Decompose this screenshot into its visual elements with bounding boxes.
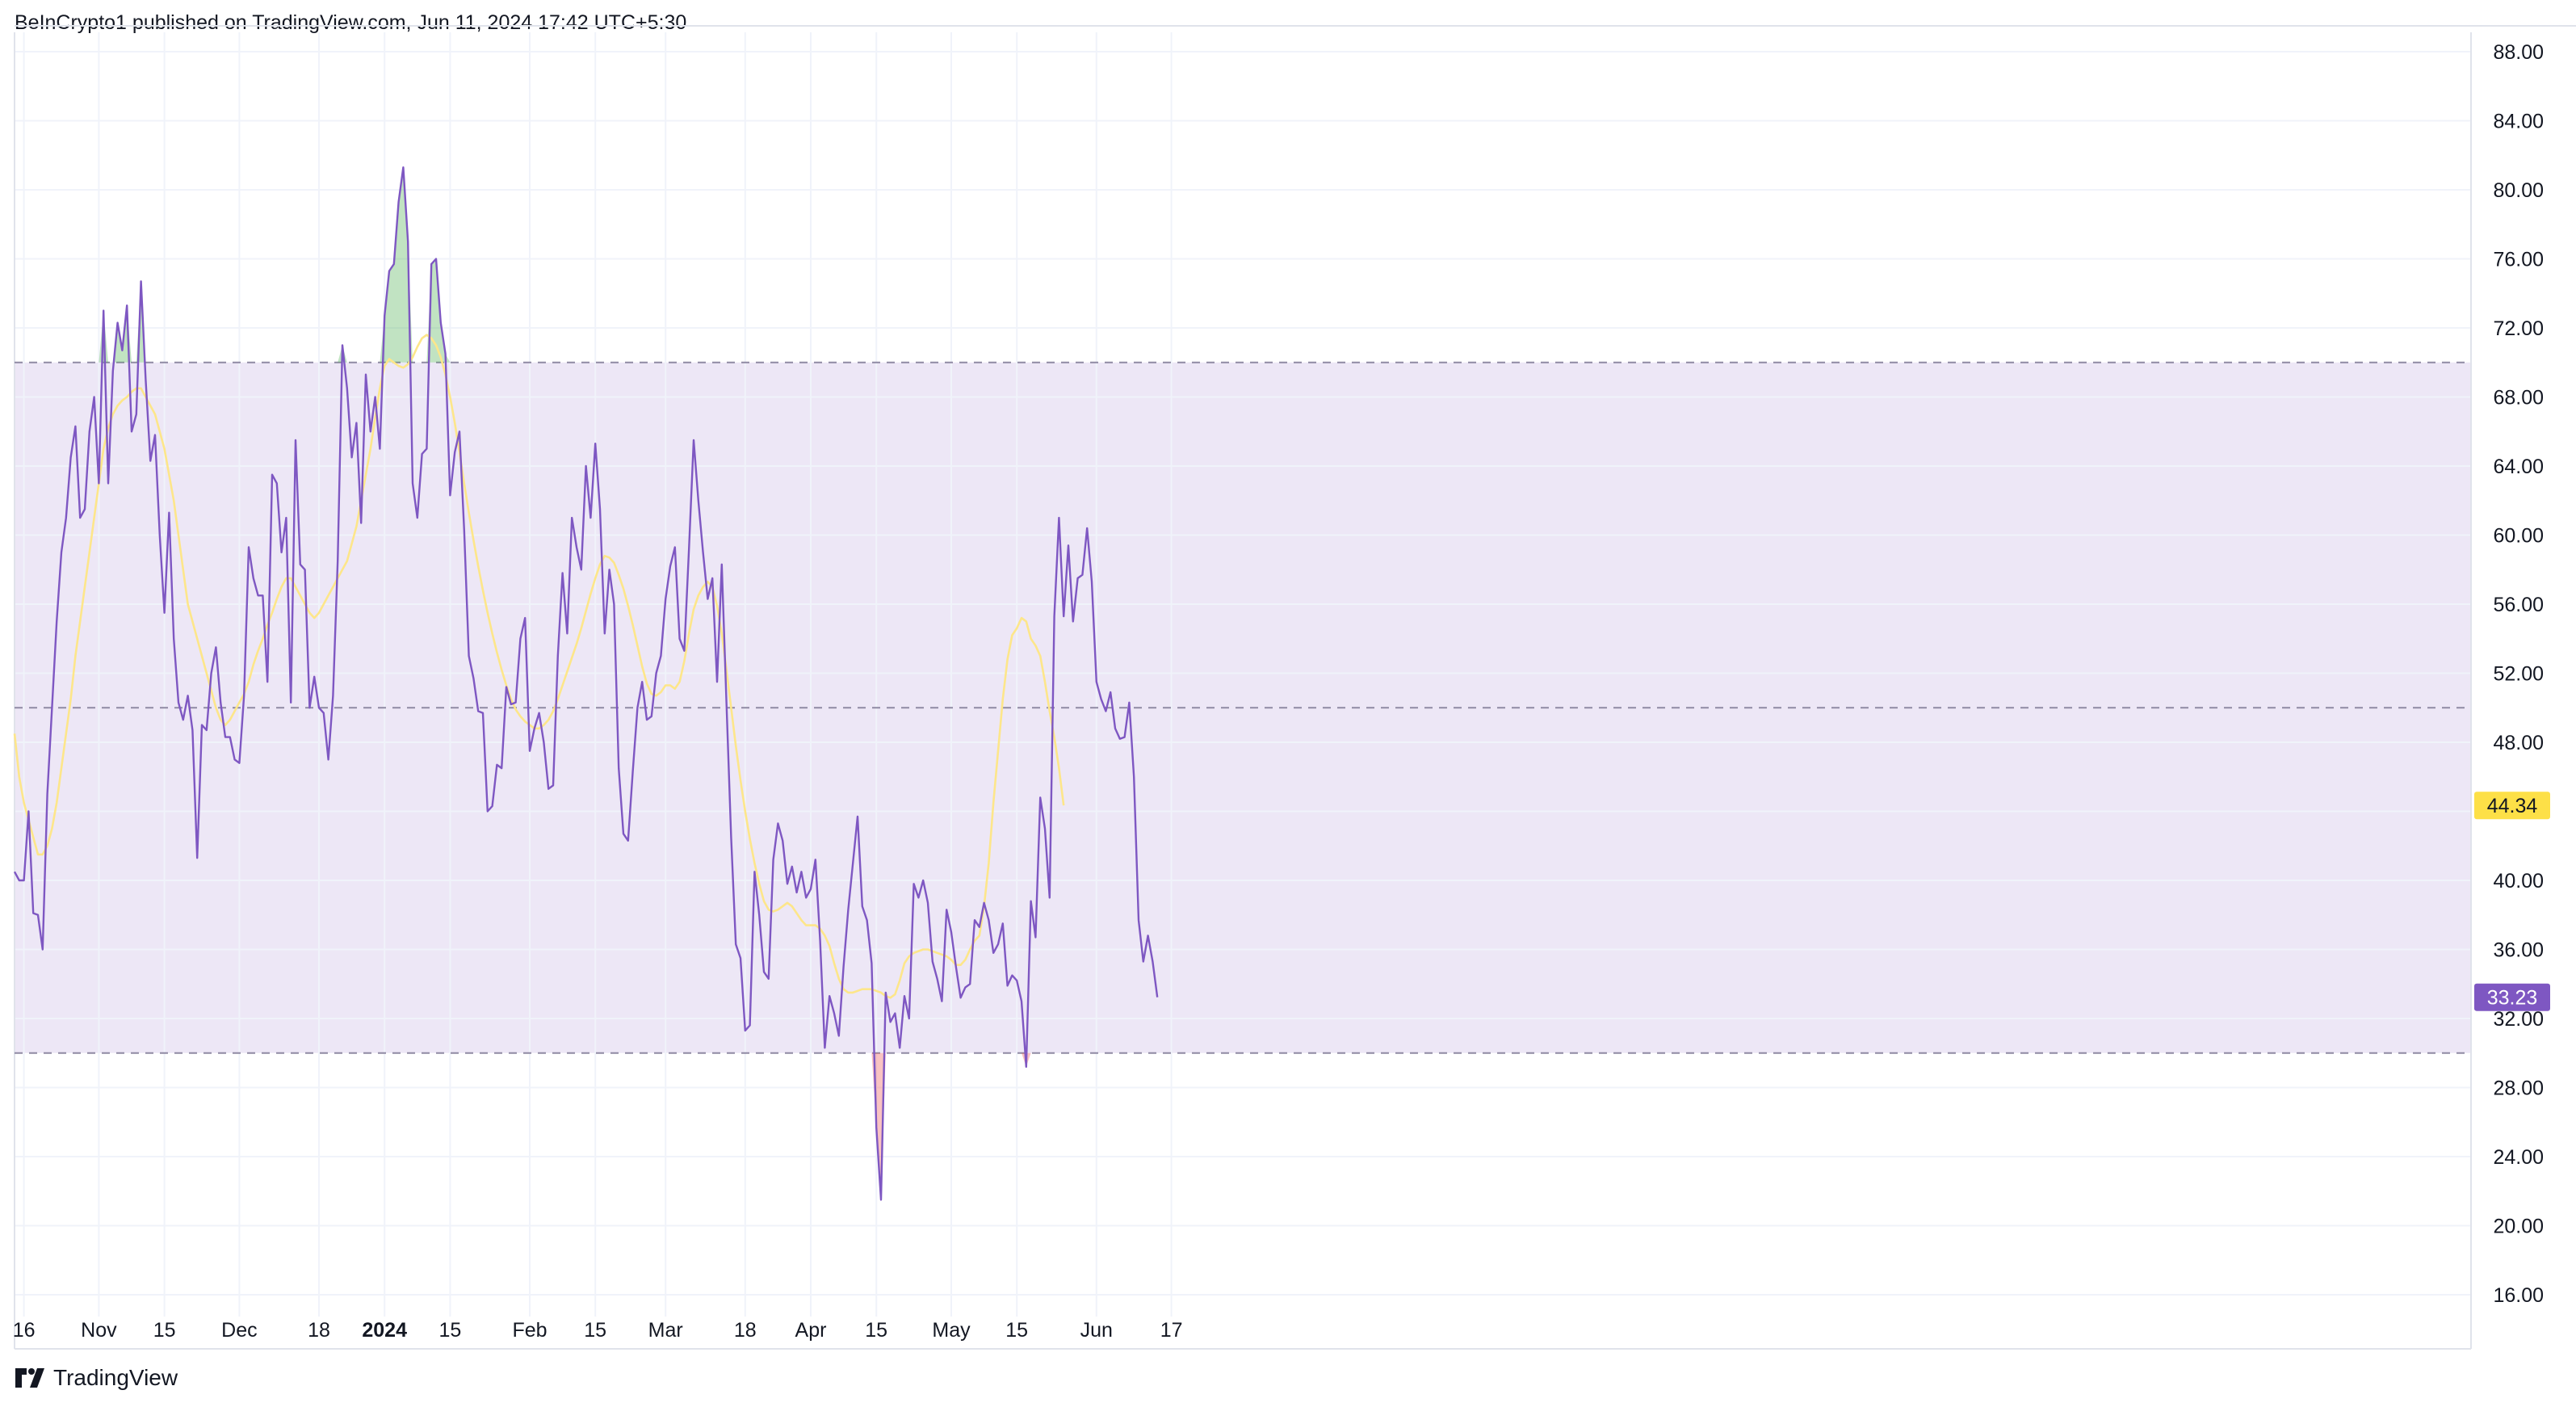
x-tick-label: 15: [584, 1319, 606, 1342]
publisher-caption: BeInCrypto1 published on TradingView.com…: [15, 11, 687, 34]
overbought-fill: [15, 167, 1158, 363]
y-tick-label: 68.00: [2493, 387, 2544, 410]
x-tick-label: Apr: [795, 1319, 827, 1342]
x-tick-label: 16: [13, 1319, 36, 1342]
x-tick-label: Mar: [648, 1319, 683, 1342]
y-tick-label: 60.00: [2493, 525, 2544, 548]
y-tick-label: 80.00: [2493, 179, 2544, 202]
y-tick-label: 48.00: [2493, 732, 2544, 754]
x-tick-label: 17: [1160, 1319, 1183, 1342]
rsi-value-label: 33.23: [2487, 987, 2538, 1010]
y-tick-label: 40.00: [2493, 870, 2544, 892]
x-tick-label: 15: [865, 1319, 887, 1342]
x-tick-label: Dec: [221, 1319, 257, 1342]
x-tick-label: Feb: [512, 1319, 547, 1342]
x-tick-label: 18: [308, 1319, 330, 1342]
tradingview-logo-icon: [15, 1368, 44, 1388]
y-tick-label: 84.00: [2493, 111, 2544, 133]
y-tick-label: 56.00: [2493, 594, 2544, 616]
y-tick-label: 76.00: [2493, 249, 2544, 271]
y-tick-label: 36.00: [2493, 939, 2544, 962]
y-tick-label: 88.00: [2493, 41, 2544, 64]
y-tick-label: 16.00: [2493, 1284, 2544, 1307]
x-tick-label: 15: [153, 1319, 176, 1342]
rsi-ma-line: [13, 334, 1065, 999]
y-tick-label: 52.00: [2493, 663, 2544, 686]
y-tick-label: 64.00: [2493, 456, 2544, 478]
x-tick-label: 15: [438, 1319, 461, 1342]
tradingview-footer: TradingView: [15, 1365, 178, 1391]
ma-value-label-bg: [2474, 792, 2550, 820]
x-tick-label: 18: [734, 1319, 757, 1342]
ma-value-label: 44.34: [2487, 795, 2538, 817]
y-tick-label: 32.00: [2493, 1008, 2544, 1031]
x-tick-label: 15: [1005, 1319, 1028, 1342]
x-tick-label: Nov: [81, 1319, 117, 1342]
x-tick-label: 2024: [362, 1319, 407, 1342]
y-tick-label: 20.00: [2493, 1216, 2544, 1238]
rsi-line: [13, 166, 1159, 1201]
y-tick-label: 24.00: [2493, 1146, 2544, 1169]
y-tick-label: 72.00: [2493, 317, 2544, 340]
rsi-value-label-bg: [2474, 983, 2550, 1011]
x-tick-label: May: [932, 1319, 971, 1342]
y-tick-label: 28.00: [2493, 1077, 2544, 1100]
oversold-fill: [15, 1052, 1158, 1200]
x-tick-label: Jun: [1080, 1319, 1113, 1342]
tradingview-brand: TradingView: [53, 1365, 178, 1390]
